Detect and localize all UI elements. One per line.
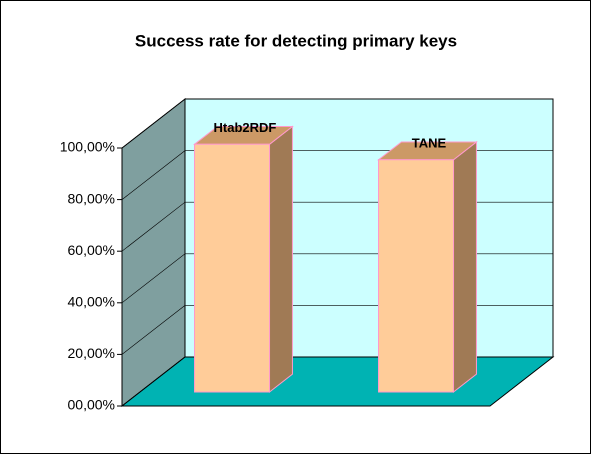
y-tick-label: 20,00% (68, 345, 115, 361)
bar (378, 159, 455, 393)
floor (120, 356, 555, 407)
y-tick-label: 100,00% (60, 139, 115, 155)
y-tick-label: 00,00% (68, 397, 115, 413)
grid-line (121, 305, 186, 355)
grid-line (121, 98, 186, 149)
bar-side (269, 125, 293, 394)
grid-line (121, 150, 186, 200)
side-wall (121, 97, 186, 408)
bar-label: Htab2RDF (214, 120, 277, 135)
y-tick-label: 80,00% (68, 190, 115, 206)
y-tick-label: 40,00% (68, 294, 115, 310)
bar-side (453, 140, 477, 394)
grid-line (121, 201, 186, 252)
bar (194, 143, 271, 393)
bar-label: TANE (412, 135, 447, 150)
grid-line (121, 253, 186, 304)
grid-line (121, 356, 186, 407)
y-tick-label: 60,00% (68, 242, 115, 258)
chart-title: Success rate for detecting primary keys (135, 31, 457, 50)
